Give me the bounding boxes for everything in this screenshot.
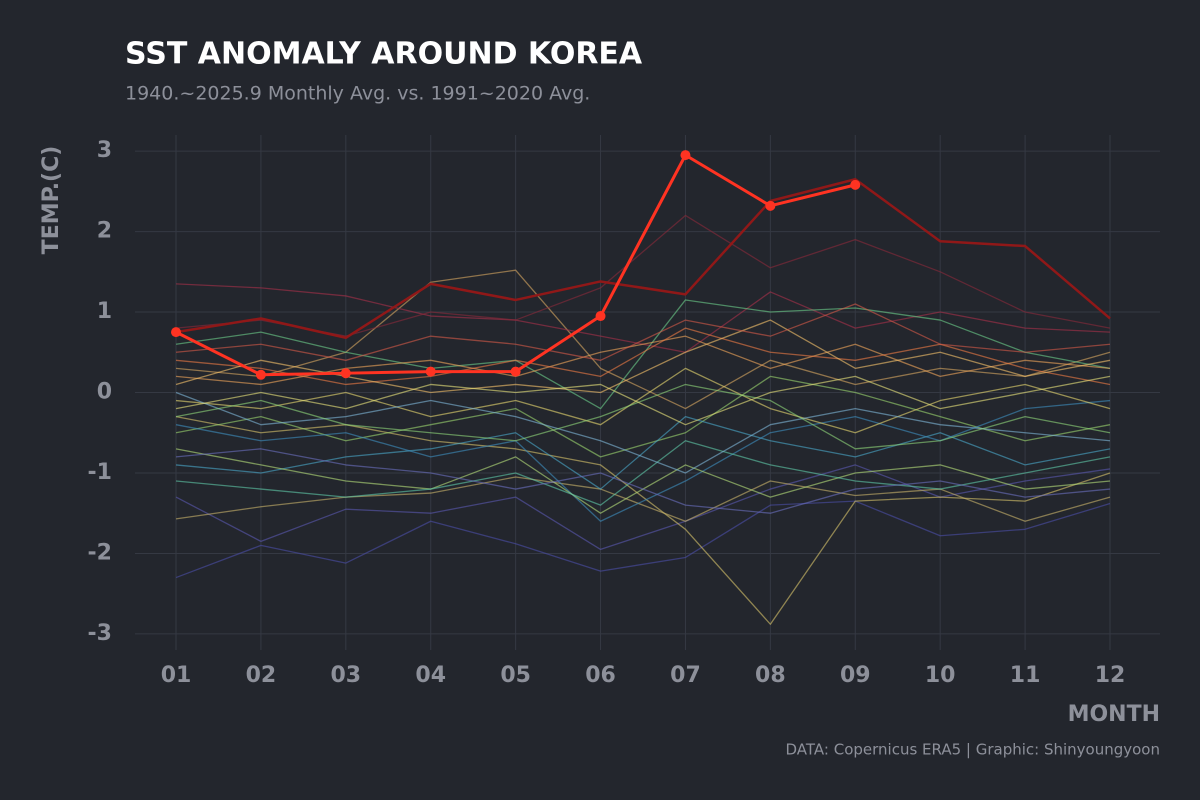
line [175, 375, 1111, 458]
x-tick-label: 03 [331, 663, 362, 688]
x-tick-label: 02 [246, 663, 277, 688]
line [175, 476, 1111, 522]
line [175, 335, 1111, 386]
line [175, 367, 1111, 434]
y-tick-label: 1 [97, 299, 112, 324]
point [255, 369, 266, 380]
x-tick-label: 05 [500, 663, 531, 688]
line [175, 391, 1111, 474]
point [340, 368, 351, 379]
line [175, 383, 1111, 450]
x-tick-label: 07 [670, 663, 701, 688]
point [595, 311, 606, 322]
x-tick-label: 06 [585, 663, 616, 688]
x-tick-label: 12 [1095, 663, 1126, 688]
line [175, 440, 1111, 506]
line [175, 500, 1111, 579]
line [175, 375, 1111, 426]
point [425, 366, 436, 377]
y-tick-label: 3 [97, 138, 112, 163]
caption: DATA: Copernicus ERA5 | Graphic: Shinyou… [786, 741, 1160, 759]
line [175, 327, 1111, 386]
x-tick-label: 11 [1010, 663, 1041, 688]
x-tick-label: 09 [840, 663, 871, 688]
line [175, 416, 1111, 625]
x-tick-label: 10 [925, 663, 956, 688]
line [175, 178, 1111, 340]
line [175, 415, 1111, 490]
point [510, 366, 521, 377]
chart-subtitle: 1940.~2025.9 Monthly Avg. vs. 1991~2020 … [125, 83, 590, 105]
point [850, 179, 861, 190]
line [175, 269, 1111, 410]
x-tick-label: 01 [161, 663, 192, 688]
point [171, 327, 181, 338]
x-tick-label: 08 [755, 663, 786, 688]
point [765, 200, 776, 211]
y-tick-label: -1 [88, 460, 112, 485]
line [175, 448, 1111, 514]
y-tick-label: 2 [97, 219, 112, 244]
y-tick-label: 0 [97, 380, 112, 405]
line [175, 399, 1111, 522]
line [175, 299, 1111, 410]
x-tick-label: 04 [415, 663, 446, 688]
point [680, 150, 691, 161]
y-tick-label: -2 [88, 540, 112, 565]
chart-title: SST ANOMALY AROUND KOREA [125, 37, 643, 72]
y-tick-label: -3 [88, 621, 112, 646]
line [175, 303, 1111, 361]
y-axis-label: TEMP.(C) [39, 146, 64, 255]
x-axis-label: MONTH [1068, 702, 1160, 727]
